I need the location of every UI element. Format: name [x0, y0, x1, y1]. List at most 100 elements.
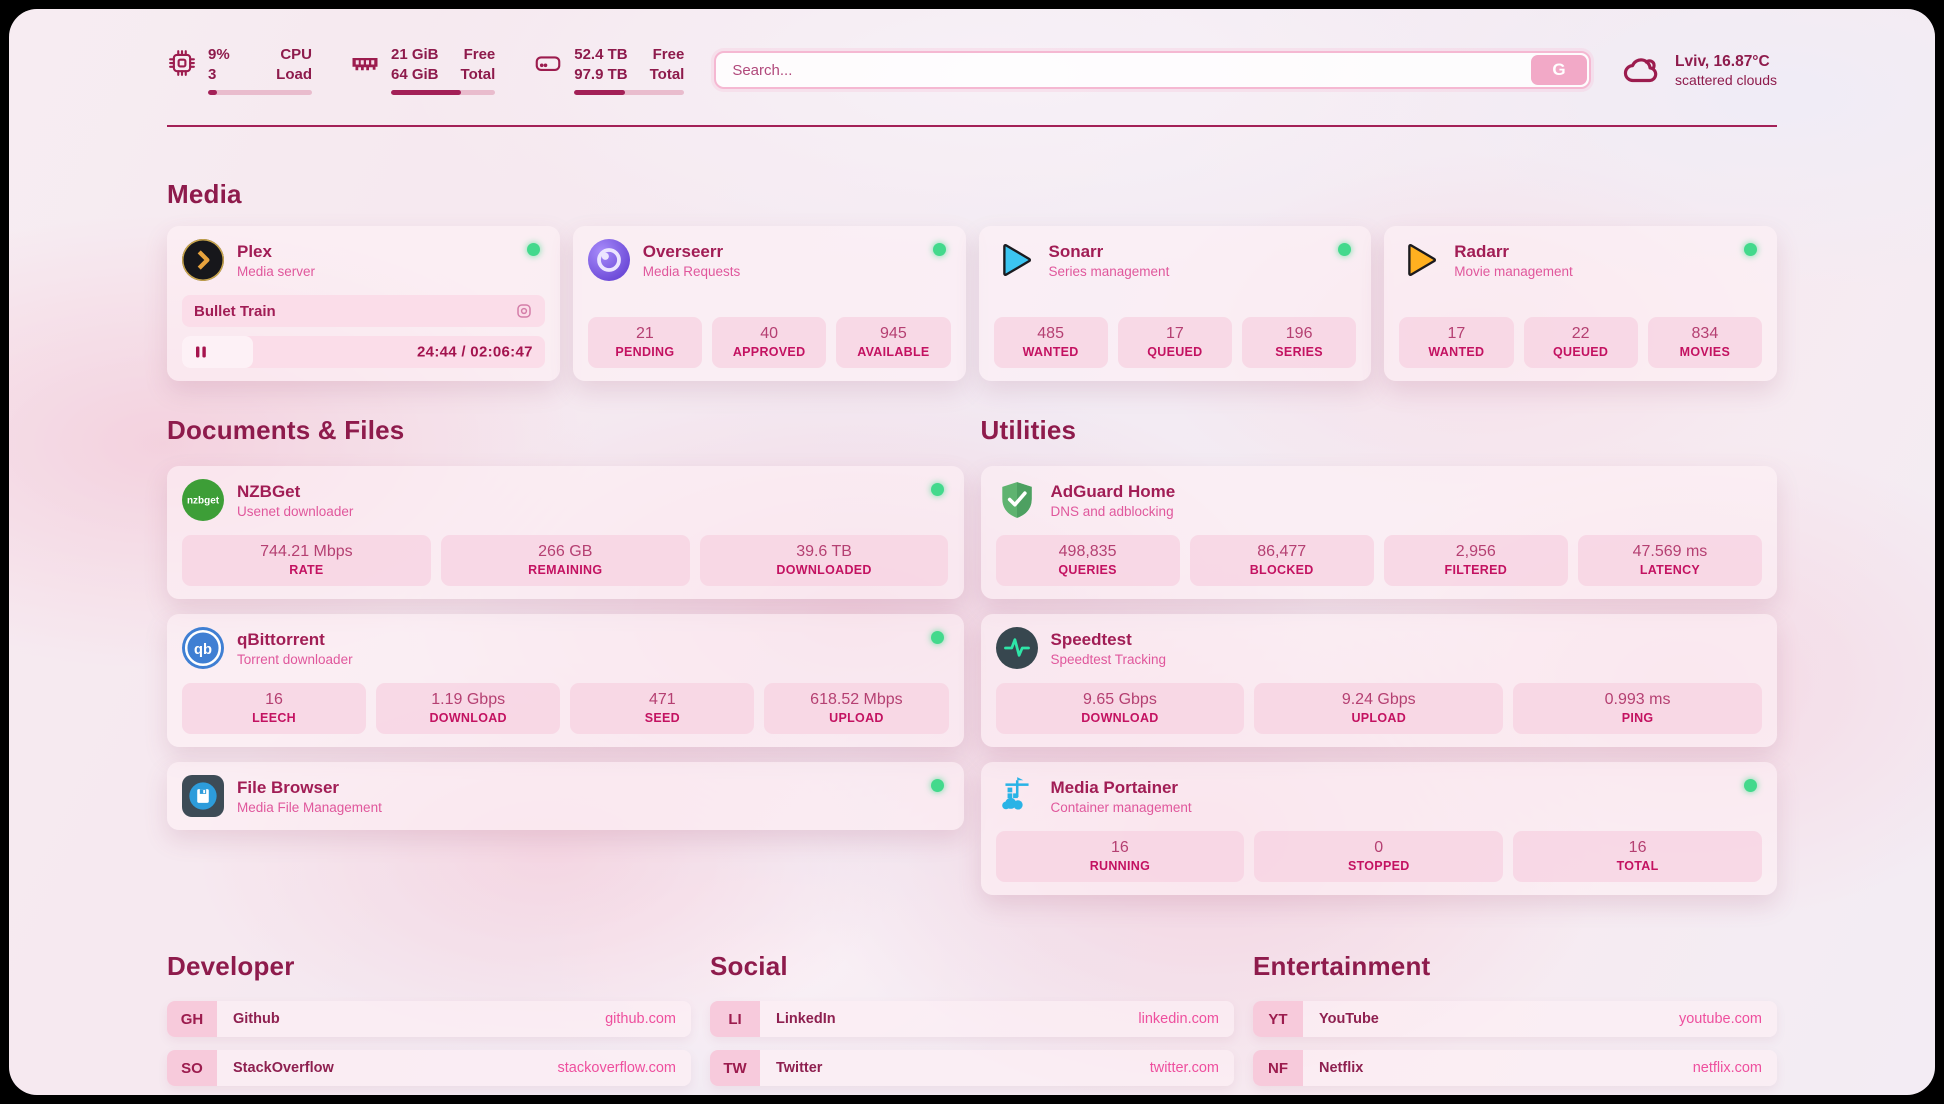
stat-value: 9.24 Gbps [1341, 691, 1416, 708]
stat-row: 16 LEECH 1.19 Gbps DOWNLOAD 471 SEED 6 [182, 669, 949, 734]
app-card-overseerr[interactable]: Overseerr Media Requests 21 PENDING 40 A… [572, 226, 966, 381]
overseerr-titles: Overseerr Media Requests [643, 242, 741, 279]
section-entertainment: Entertainment YT YouTube youtube.com NF … [1253, 951, 1777, 1095]
stat-label: QUEUED [1552, 345, 1609, 359]
now-playing-row: Bullet Train [182, 295, 545, 327]
stat-row: 498,835 QUERIES 86,477 BLOCKED 2,956 FIL… [995, 521, 1762, 586]
bookmark-row-github[interactable]: GH Github github.com [167, 1001, 691, 1037]
stat-available: 945 AVAILABLE [836, 317, 951, 368]
disk-progress-bar [574, 90, 685, 95]
cpu-label: CPU [280, 46, 312, 63]
disk-total-label: Total [649, 65, 685, 83]
stat-wanted: 485 WANTED [993, 317, 1108, 368]
app-card-radarr[interactable]: Radarr Movie management 17 WANTED 22 QUE… [1384, 226, 1777, 381]
cpu-icon [167, 48, 197, 78]
stat-row: 485 WANTED 17 QUEUED 196 SERIES [993, 303, 1357, 368]
stat-label: FILTERED [1444, 563, 1508, 577]
filebrowser-icon [182, 775, 224, 817]
hard-drive-icon [533, 48, 563, 78]
stat-label: STOPPED [1347, 859, 1410, 873]
stat-ping: 0.993 ms PING [1513, 683, 1762, 734]
app-subtitle: Usenet downloader [237, 503, 354, 519]
bookmark-name: Netflix [1319, 1060, 1364, 1076]
app-name: qBittorrent [237, 629, 325, 649]
stat-row: 744.21 Mbps RATE 266 GB REMAINING 39.6 T… [182, 521, 949, 586]
speedtest-titles: Speedtest Speedtest Tracking [1051, 630, 1167, 667]
status-dot [1744, 243, 1757, 256]
bookmark-url: netflix.com [1692, 1060, 1762, 1076]
search-engine-button[interactable]: G [1531, 55, 1588, 85]
stat-download: 1.19 Gbps DOWNLOAD [376, 683, 561, 734]
top-bar: 9% 3 CPU Load [167, 45, 1777, 95]
disk-free-label: Free [652, 46, 685, 63]
bookmark-url: stackoverflow.com [557, 1060, 676, 1076]
stat-label: AVAILABLE [857, 345, 930, 359]
nzbget-titles: NZBGet Usenet downloader [237, 482, 353, 519]
memory-total-label: Total [460, 65, 496, 83]
pause-icon[interactable] [194, 345, 208, 359]
stat-label: PING [1621, 711, 1654, 725]
app-subtitle: Torrent downloader [237, 651, 353, 667]
app-name: Media Portainer [1050, 777, 1179, 797]
bookmark-row-linkedin[interactable]: LI LinkedIn linkedin.com [710, 1001, 1234, 1037]
stat-queued: 17 QUEUED [1117, 317, 1232, 368]
playback-progress-bar[interactable]: 24:44 / 02:06:47 [182, 336, 545, 368]
memory-total-value: 64 GiB [391, 65, 439, 83]
bookmark-url: github.com [605, 1011, 676, 1027]
nzbget-icon: nzbget [182, 479, 224, 521]
bookmark-row-twitter[interactable]: TW Twitter twitter.com [710, 1050, 1234, 1086]
bookmark-url: twitter.com [1149, 1060, 1219, 1076]
stat-downloaded: 39.6 TB DOWNLOADED [699, 535, 949, 586]
bookmark-url: linkedin.com [1138, 1011, 1219, 1027]
radarr-titles: Radarr Movie management [1454, 242, 1573, 279]
app-card-plex[interactable]: Plex Media server Bullet Train [167, 226, 560, 381]
stat-row: 16 RUNNING 0 STOPPED 16 TOTAL [995, 817, 1763, 882]
bookmark-url: youtube.com [1678, 1011, 1762, 1027]
bookmark-abbr: LI [710, 1001, 760, 1037]
bookmark-row-netflix[interactable]: NF Netflix netflix.com [1253, 1050, 1777, 1086]
app-card-nzbget[interactable]: nzbget NZBGet Usenet downloader 744.21 M… [167, 466, 964, 599]
svg-text:qb: qb [194, 642, 212, 658]
weather-condition: scattered clouds [1675, 71, 1777, 88]
stat-movies: 834 MOVIES [1647, 317, 1762, 368]
stat-label: MOVIES [1679, 345, 1731, 359]
qbittorrent-titles: qBittorrent Torrent downloader [237, 630, 353, 667]
status-dot [930, 779, 944, 792]
stat-filtered: 2,956 FILTERED [1383, 535, 1568, 586]
app-card-speedtest[interactable]: Speedtest Speedtest Tracking 9.65 Gbps D… [980, 614, 1777, 747]
app-card-filebrowser[interactable]: File Browser Media File Management [167, 762, 964, 830]
bookmark-abbr: NF [1253, 1050, 1303, 1086]
search-input[interactable] [714, 51, 1592, 89]
bookmark-name: Twitter [776, 1060, 823, 1076]
section-title-developer: Developer [167, 951, 295, 981]
video-icon[interactable] [515, 302, 533, 320]
stat-value: 16 [1628, 839, 1647, 856]
stat-value: 266 GB [538, 543, 593, 560]
app-card-adguard[interactable]: AdGuard Home DNS and adblocking 498,835 … [980, 466, 1777, 599]
app-subtitle: Speedtest Tracking [1050, 651, 1167, 667]
bookmark-name: Github [233, 1011, 280, 1027]
stat-blocked: 86,477 BLOCKED [1189, 535, 1374, 586]
overseerr-icon [587, 239, 630, 281]
weather-widget: Lviv, 16.87°C scattered clouds [1621, 49, 1777, 91]
bookmark-abbr: YT [1253, 1001, 1303, 1037]
filebrowser-titles: File Browser Media File Management [237, 778, 382, 815]
memory-progress-bar [391, 90, 496, 95]
app-subtitle: DNS and adblocking [1050, 503, 1174, 519]
app-card-qbittorrent[interactable]: qb qBittorrent Torrent downloader 16 LEE… [167, 614, 964, 747]
bookmark-row-youtube[interactable]: YT YouTube youtube.com [1253, 1001, 1777, 1037]
bookmark-row-stackoverflow[interactable]: SO StackOverflow stackoverflow.com [167, 1050, 691, 1086]
app-card-portainer[interactable]: Media Portainer Container management 16 … [980, 762, 1777, 895]
dashboard-frame: 9% 3 CPU Load [9, 9, 1935, 1095]
stat-label: SERIES [1275, 345, 1323, 359]
playback-progress-fill [182, 336, 253, 368]
section-title-media: Media [167, 179, 242, 209]
weather-location: Lviv, 16.87°C [1675, 52, 1770, 70]
cpu-widget: 9% 3 CPU Load [167, 45, 312, 95]
app-card-sonarr[interactable]: Sonarr Series management 485 WANTED 17 Q… [978, 226, 1372, 381]
app-subtitle: Container management [1050, 799, 1192, 815]
memory-free-value: 21 GiB [391, 46, 439, 63]
search-bar: G [714, 51, 1592, 89]
stat-label: LATENCY [1639, 563, 1701, 577]
cloud-icon [1621, 49, 1663, 91]
